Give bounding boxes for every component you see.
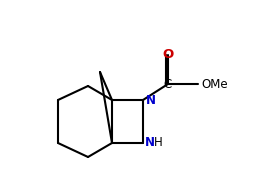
Text: O: O [162,49,174,61]
Text: N: N [145,136,155,149]
Text: OMe: OMe [201,77,228,91]
Text: N: N [146,94,156,106]
Text: C: C [164,77,172,91]
Text: H: H [154,136,163,149]
